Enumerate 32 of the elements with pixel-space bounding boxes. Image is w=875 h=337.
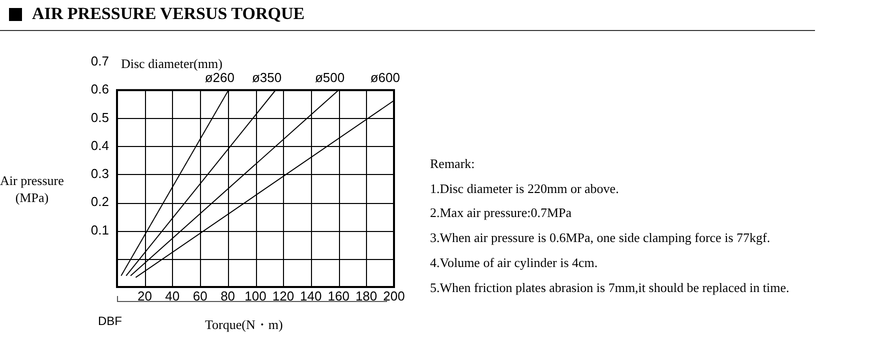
y-tick-label: 0.2 [90, 194, 109, 210]
y-axis-title: Air pressure (MPa) [0, 172, 64, 206]
x-tick-label: 60 [192, 288, 208, 304]
series-label: ø260 [204, 70, 234, 86]
text: 1.Disc diameter is 220mm or above. [430, 180, 620, 198]
x-axis-title: Torque(N・m) [205, 316, 283, 334]
x-tick-label: 180 [355, 288, 378, 304]
x-tick-label: 40 [165, 288, 180, 304]
text: 4.Volume of air cylinder is 4cm. [430, 254, 599, 272]
series-label: ø350 [252, 70, 282, 86]
y-tick-label: 0.4 [90, 138, 109, 153]
chart-title: AIR PRESSURE VERSUS TORQUE [32, 4, 305, 24]
x-tick-label: 80 [220, 288, 236, 304]
series-label: ø600 [370, 70, 400, 86]
y-tick-label: 0.3 [90, 166, 109, 182]
x-tick-label: 140 [300, 288, 322, 304]
series-label: ø500 [314, 70, 345, 86]
y-tick-label: 0.5 [90, 110, 109, 125]
y-tick-label: 0.1 [90, 222, 109, 238]
legend-title: Disc diameter(mm) [121, 56, 222, 72]
y-tick-label: 0.6 [90, 82, 109, 97]
x-tick-label: 200 [383, 288, 405, 304]
text: 2.Max air pressure:0.7MPa [430, 204, 573, 222]
x-tick-label: 160 [328, 288, 350, 304]
x-tick-label: 100 [244, 288, 266, 304]
x-tick-label: 20 [137, 288, 152, 304]
text: Remark: [430, 155, 476, 173]
text: 3.When air pressure is 0.6MPa, one side clamping force is 77kgf. [430, 229, 772, 248]
text: DBF [98, 314, 122, 328]
y-tick-label: 0.7 [90, 54, 109, 69]
x-tick-label: 120 [272, 288, 294, 304]
text: 5.When friction plates abrasion is 7mm,it should be replaced in time. [430, 278, 790, 297]
